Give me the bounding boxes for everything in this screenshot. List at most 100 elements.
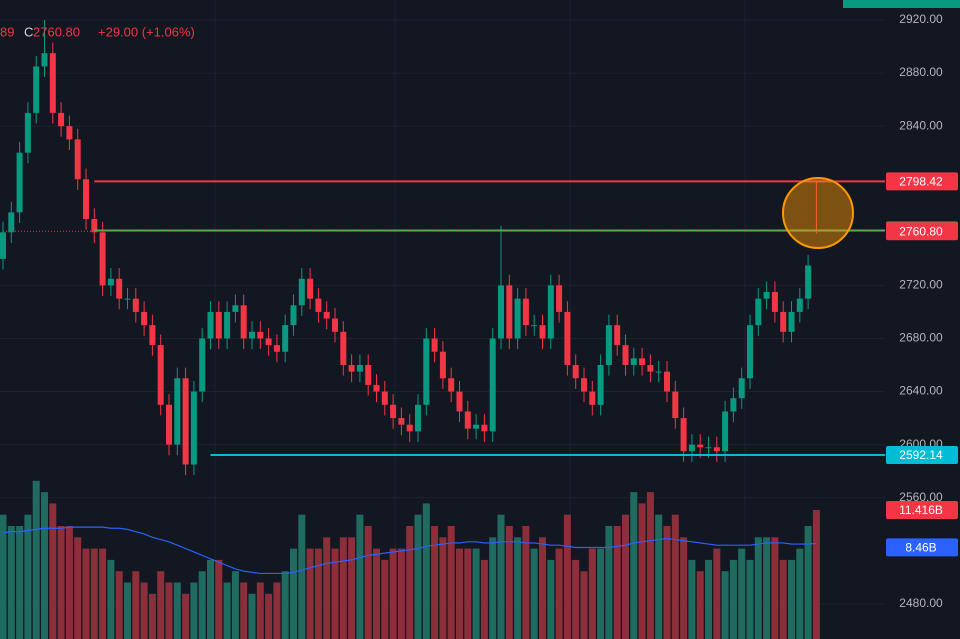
candle-body (415, 404, 421, 432)
candle-body (680, 418, 687, 452)
y-tick-label: 2920.00 (899, 12, 943, 26)
volume-bar (165, 582, 173, 639)
candle-body (199, 338, 206, 392)
candle-body (539, 325, 546, 339)
y-tick-label: 2640.00 (899, 384, 943, 398)
candle-body (390, 404, 397, 419)
candle-body (381, 391, 388, 405)
volume-bar (505, 526, 513, 639)
price-label: 2760.80 (899, 224, 943, 238)
volume-bar (74, 537, 82, 639)
volume-bar (182, 593, 190, 639)
volume-bar (721, 571, 729, 639)
candle-body (182, 378, 189, 465)
volume-ma-label-box (886, 538, 958, 557)
candle-body (265, 338, 272, 346)
candle-body (116, 278, 123, 299)
candle-body (531, 325, 538, 327)
candle-body (58, 112, 65, 127)
candle-body (514, 298, 521, 339)
volume-bar (788, 559, 795, 639)
volume-bar (7, 526, 15, 639)
volume-bar (431, 526, 439, 639)
volume-bar (489, 537, 497, 639)
price-label: 2592.14 (899, 448, 943, 462)
y-tick-label: 2680.00 (899, 331, 943, 345)
candle-body (215, 311, 222, 339)
candle-body (99, 232, 106, 286)
candle-body (141, 311, 148, 326)
volume-bar (99, 548, 107, 639)
volume-bar (198, 571, 206, 639)
y-tick-label: 2720.00 (899, 278, 943, 292)
volume-bar (779, 559, 787, 639)
candle-body (307, 278, 314, 299)
volume-bar (705, 559, 712, 639)
volume-bar (82, 548, 90, 639)
candle-body (249, 331, 255, 339)
volume-bar (364, 526, 372, 639)
header-change: +29.00 (+1.06%) (98, 24, 195, 39)
volume-bar (356, 514, 364, 639)
volume-bar (729, 559, 737, 639)
candle-body (332, 318, 338, 332)
candle-body (747, 325, 753, 379)
price-axis: 2920.00 2880.00 2840.00 2720.00 2680.00 2640.… (886, 12, 958, 610)
volume-bar (389, 548, 397, 639)
volume-bar (240, 582, 248, 639)
candle-body (796, 298, 803, 312)
candle-body (589, 391, 596, 405)
candles (0, 19, 820, 476)
volume-bar (447, 526, 455, 639)
volume-bar (57, 526, 65, 639)
candle-body (0, 232, 6, 259)
volume-bar (539, 537, 546, 639)
grid (0, 19, 885, 605)
volume-bar (456, 548, 463, 639)
candle-body (91, 219, 98, 233)
candle-body (713, 447, 720, 452)
volume-bar (771, 537, 779, 639)
price-label-box (886, 172, 958, 191)
volume-bar (572, 559, 580, 639)
volume-bar (588, 548, 596, 639)
volume-bar (663, 526, 671, 639)
candle-body (788, 311, 795, 332)
candle-body (622, 345, 629, 365)
candle-body (41, 53, 48, 67)
volume-bar (381, 559, 389, 639)
header-open: 89 (0, 24, 14, 39)
volume-bar (804, 526, 812, 639)
candle-body (33, 66, 40, 113)
candle-body (464, 411, 471, 429)
candle-body (697, 444, 704, 448)
candle-body (273, 345, 280, 352)
volume-bar (256, 582, 264, 639)
volume-bar (630, 492, 638, 639)
header-close: 2760.80 (33, 24, 80, 39)
volume-bar (638, 503, 646, 639)
volume-bar (397, 548, 405, 639)
volume-bar (514, 537, 522, 639)
candle-body (771, 292, 778, 312)
candle-body (647, 364, 654, 372)
volume-bar (671, 514, 679, 639)
candle-body (688, 444, 695, 452)
candle-body (340, 331, 347, 365)
volume-bar (646, 492, 654, 639)
volume-bar (472, 548, 480, 639)
volume-bar (812, 509, 820, 639)
volume-bar (107, 559, 115, 639)
candle-body (290, 305, 297, 326)
candle-body (655, 371, 662, 373)
candle-body (257, 331, 264, 339)
volume-bar (231, 571, 239, 639)
candle-body (8, 212, 15, 233)
candle-body (614, 325, 621, 346)
candle-body (572, 364, 579, 379)
volume-bar (314, 548, 322, 639)
volume-bar (696, 571, 704, 639)
highlight-circle (782, 177, 854, 249)
volume-bar (115, 571, 123, 639)
